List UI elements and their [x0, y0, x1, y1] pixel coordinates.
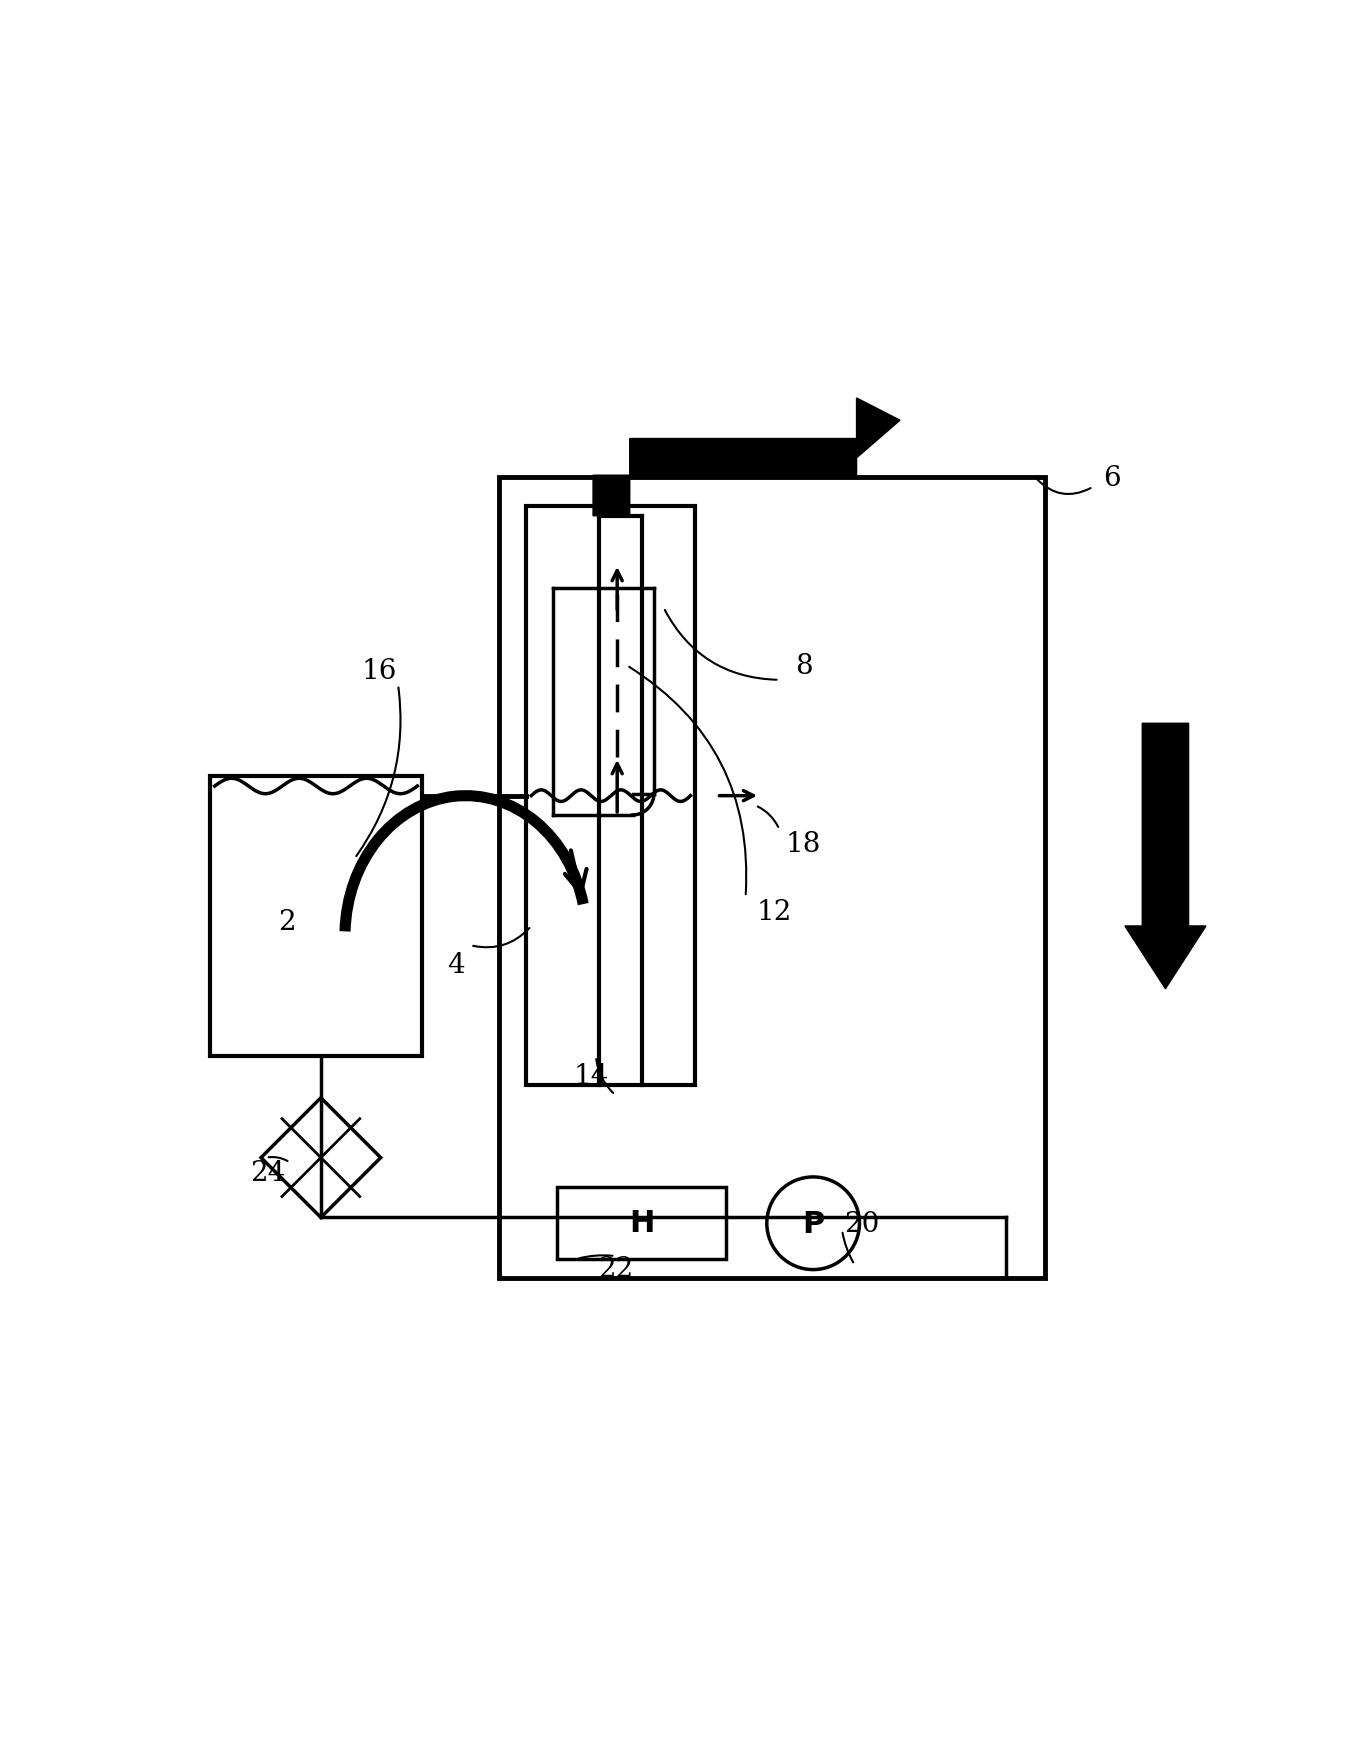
Text: P: P [801, 1209, 825, 1238]
Bar [500, 478, 1045, 1278]
Text: 6: 6 [1103, 464, 1121, 492]
Text: 2: 2 [278, 908, 296, 936]
Text: 24: 24 [251, 1158, 285, 1186]
Text: 18: 18 [786, 831, 821, 857]
Text: 4: 4 [447, 951, 464, 979]
Bar [558, 1188, 726, 1259]
Text: 14: 14 [574, 1063, 608, 1089]
Polygon shape [593, 398, 900, 516]
Text: H: H [629, 1209, 655, 1238]
Polygon shape [1125, 723, 1206, 989]
Text: 8: 8 [795, 652, 812, 680]
Text: 12: 12 [756, 899, 792, 925]
Bar [210, 777, 422, 1057]
Bar [526, 506, 696, 1085]
Text: 22: 22 [597, 1256, 633, 1282]
Text: 20: 20 [844, 1210, 880, 1236]
Text: 16: 16 [362, 657, 396, 683]
